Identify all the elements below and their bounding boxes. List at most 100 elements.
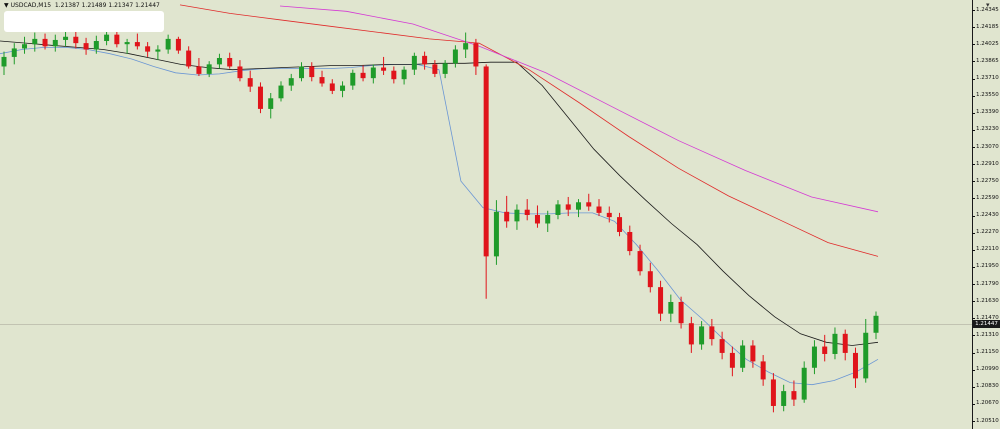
price-tick-label: 1.22270: [976, 229, 999, 236]
candle-body: [329, 83, 335, 91]
candle-body: [155, 49, 161, 52]
candle-body: [493, 211, 499, 257]
candle-body: [227, 57, 233, 67]
price-tick-mark: [972, 198, 975, 200]
candle-body: [534, 215, 540, 224]
candle-body: [247, 78, 253, 87]
price-tick-label: 1.21950: [976, 263, 999, 270]
candle-body: [278, 85, 284, 99]
price-tick-mark: [972, 421, 975, 422]
price-chart-plot[interactable]: [0, 0, 972, 429]
candle-body: [52, 39, 58, 47]
candle-body: [237, 66, 243, 79]
price-tick-mark: [972, 284, 975, 285]
price-tick-mark: [972, 369, 975, 371]
candle-body: [606, 212, 612, 218]
candle-body: [575, 202, 581, 210]
candle-body: [740, 345, 746, 368]
price-tick-label: 1.24025: [976, 40, 999, 47]
candle-body: [627, 231, 633, 252]
candle-body: [268, 98, 274, 109]
candle-body: [319, 77, 325, 84]
candle-body: [617, 217, 623, 232]
candle-body: [165, 38, 171, 50]
price-tick-mark: [972, 386, 975, 388]
candle-body: [678, 301, 684, 324]
candle-body: [463, 43, 469, 50]
candle-body: [863, 332, 869, 379]
candle-body: [175, 38, 181, 51]
candle-body: [93, 41, 99, 50]
price-tick-label: 1.21630: [976, 297, 999, 304]
candle-body: [596, 206, 602, 213]
candle-body: [442, 63, 448, 74]
candle-body: [391, 70, 397, 80]
candle-body: [668, 301, 674, 314]
candle-body: [432, 64, 438, 74]
candle-body: [401, 69, 407, 80]
candle-body: [452, 49, 458, 64]
candle-body: [42, 38, 48, 47]
candle-body: [504, 211, 510, 222]
candle-body: [360, 72, 366, 79]
price-tick-mark: [972, 249, 975, 251]
candle-body: [63, 36, 69, 40]
moving-average-line-1: [0, 47, 879, 386]
price-tick-label: 1.21310: [976, 331, 999, 338]
price-tick-label: 1.21790: [976, 280, 999, 287]
candle-body: [73, 36, 79, 44]
price-axis[interactable]: 1.21447 1.24345 1.24185 1.24025 1.23865 1.23…: [972, 0, 1000, 429]
candle-body: [32, 38, 38, 45]
candle-body: [483, 66, 489, 257]
candle-body: [822, 346, 828, 354]
price-tick-mark: [972, 232, 975, 234]
moving-average-line-2: [0, 40, 879, 346]
price-tick-mark: [972, 301, 975, 303]
chevron-down-icon[interactable]: ▾: [986, 1, 990, 9]
candle-body: [658, 287, 664, 314]
price-tick-label: 1.23070: [976, 143, 999, 150]
price-tick-mark: [972, 10, 975, 11]
price-tick-mark: [972, 181, 975, 183]
candle-body: [124, 42, 130, 45]
candle-body: [699, 326, 705, 345]
price-tick-label: 1.22590: [976, 194, 999, 201]
candle-body: [565, 204, 571, 210]
price-tick-mark: [972, 335, 975, 337]
current-price-label: 1.21447: [973, 320, 1000, 328]
candle-body: [637, 251, 643, 272]
candle-body: [719, 339, 725, 353]
candle-body: [83, 43, 89, 50]
candle-body: [473, 43, 479, 67]
price-tick-mark: [972, 318, 975, 320]
price-tick-label: 1.24185: [976, 23, 999, 30]
candle-body: [842, 333, 848, 353]
candle-body: [647, 271, 653, 288]
price-tick-label: 1.22110: [976, 246, 999, 253]
ohlc-values: 1.21387 1.21489 1.21347 1.21447: [54, 2, 160, 9]
candle-body: [340, 85, 346, 91]
price-tick-label: 1.20830: [976, 383, 999, 390]
price-tick-mark: [972, 403, 975, 405]
candle-body: [381, 67, 387, 71]
candle-body: [770, 379, 776, 406]
price-tick-mark: [972, 27, 975, 29]
candle-body: [411, 55, 417, 70]
candle-body: [750, 345, 756, 362]
moving-average-line-4: [279, 5, 879, 213]
candle-body: [309, 66, 315, 78]
price-tick-mark: [972, 44, 975, 46]
collapse-arrow-icon[interactable]: ▼: [4, 2, 9, 9]
price-tick-label: 1.23390: [976, 109, 999, 116]
candle-body: [196, 66, 202, 74]
symbol-info-bar: ▼ USDCAD,M15 1.21387 1.21489 1.21347 1.21…: [4, 2, 160, 10]
candle-body: [709, 326, 715, 340]
candle-body: [370, 67, 376, 79]
price-tick-label: 1.24345: [976, 6, 999, 13]
price-tick-label: 1.22910: [976, 160, 999, 167]
price-tick-mark: [972, 164, 975, 166]
price-tick-label: 1.23865: [976, 57, 999, 64]
candle-body: [216, 57, 222, 65]
price-tick-mark: [972, 61, 975, 63]
